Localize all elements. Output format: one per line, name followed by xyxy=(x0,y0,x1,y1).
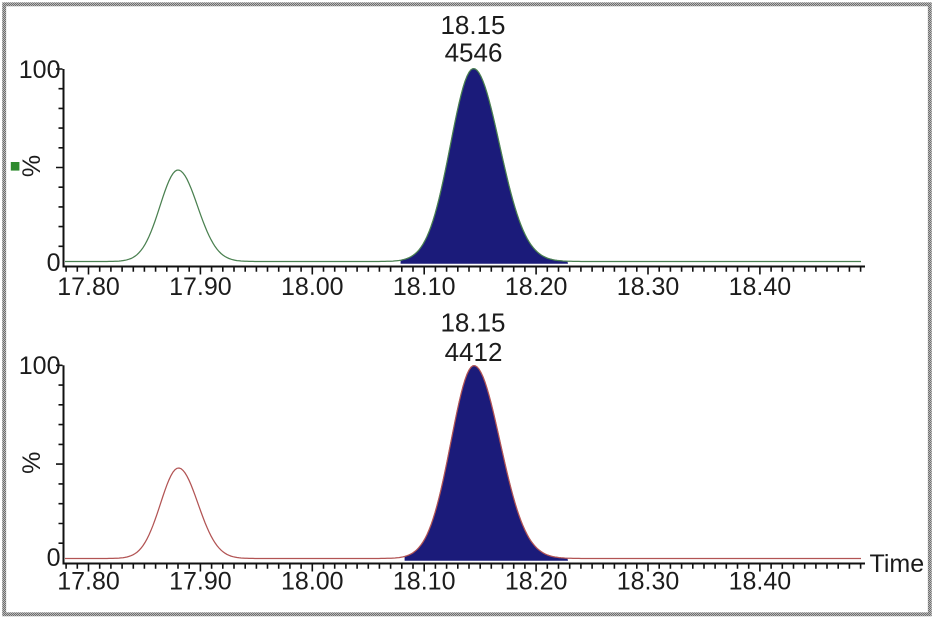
svg-text:18.30: 18.30 xyxy=(617,273,680,301)
svg-text:18.40: 18.40 xyxy=(729,273,792,301)
svg-text:18.00: 18.00 xyxy=(281,273,344,301)
svg-text:%: % xyxy=(18,155,46,177)
svg-text:18.15: 18.15 xyxy=(440,308,505,338)
svg-text:0: 0 xyxy=(47,249,61,277)
svg-text:Time: Time xyxy=(870,550,925,578)
svg-text:0: 0 xyxy=(47,544,61,572)
svg-text:4546: 4546 xyxy=(445,38,503,68)
svg-text:17.80: 17.80 xyxy=(57,568,120,596)
svg-text:18.10: 18.10 xyxy=(393,273,456,301)
svg-text:%: % xyxy=(18,452,46,474)
svg-text:18.30: 18.30 xyxy=(617,568,680,596)
svg-text:18.40: 18.40 xyxy=(729,568,792,596)
svg-text:4412: 4412 xyxy=(445,337,503,367)
svg-text:100: 100 xyxy=(19,56,61,84)
svg-text:100: 100 xyxy=(19,352,61,380)
svg-text:18.15: 18.15 xyxy=(440,10,505,40)
svg-text:17.90: 17.90 xyxy=(169,568,232,596)
svg-text:18.20: 18.20 xyxy=(505,568,568,596)
svg-text:18.10: 18.10 xyxy=(393,568,456,596)
svg-text:18.20: 18.20 xyxy=(505,273,568,301)
svg-text:17.80: 17.80 xyxy=(57,273,120,301)
svg-text:17.90: 17.90 xyxy=(169,273,232,301)
svg-text:18.00: 18.00 xyxy=(281,568,344,596)
